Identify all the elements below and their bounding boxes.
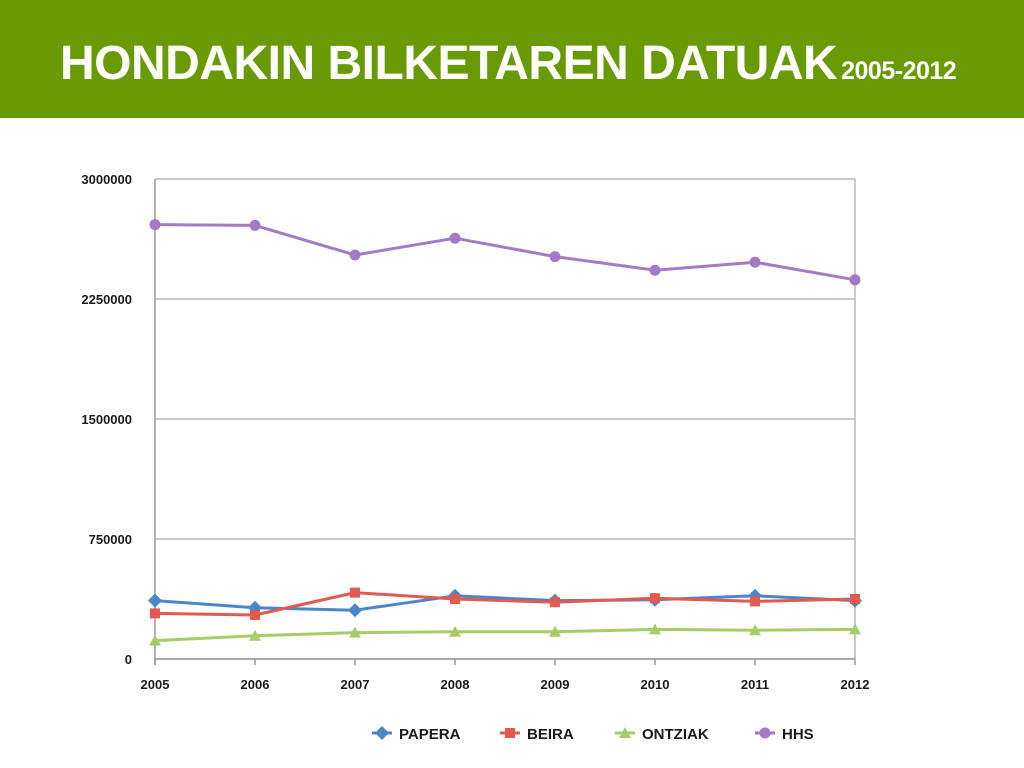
data-point-beira (550, 597, 560, 608)
x-tick-label: 2006 (241, 677, 270, 692)
x-tick-label: 2005 (141, 677, 170, 692)
legend-label-beira: BEIRA (527, 726, 574, 743)
data-point-hhs (449, 232, 461, 244)
data-point-beira (150, 608, 160, 619)
data-point-beira (650, 593, 660, 604)
legend-label-hhs: HHS (782, 726, 814, 743)
x-tick-label: 2010 (641, 677, 670, 692)
data-point-beira (450, 594, 460, 604)
data-point-hhs (249, 219, 261, 231)
y-tick-label: 3000000 (81, 172, 132, 187)
series-line-papera (154, 594, 856, 612)
data-point-ontziak (649, 623, 661, 635)
data-point-hhs (849, 274, 861, 286)
data-point-hhs (649, 264, 661, 276)
page-title-years: 2005-2012 (841, 57, 957, 85)
data-point-hhs (549, 251, 561, 263)
x-tick-label: 2012 (841, 677, 870, 692)
data-point-ontziak (749, 624, 761, 636)
x-tick-label: 2008 (441, 677, 470, 692)
data-point-beira (350, 587, 360, 598)
data-point-ontziak (149, 634, 161, 646)
series-line-ontziak (154, 627, 856, 643)
data-point-papera (348, 603, 362, 618)
series-line-hhs (154, 223, 856, 282)
y-tick-label: 0 (125, 652, 132, 667)
data-point-ontziak (249, 629, 261, 641)
y-tick-label: 2250000 (81, 292, 132, 307)
legend-marker-papera (375, 726, 389, 740)
legend-label-papera: PAPERA (399, 726, 461, 743)
data-point-ontziak (449, 625, 461, 637)
y-tick-label: 750000 (89, 532, 132, 547)
legend-marker-beira (505, 728, 515, 738)
x-tick-label: 2007 (341, 677, 370, 692)
legend-marker-hhs (759, 727, 771, 739)
title-bar (0, 0, 1024, 118)
page-title-text: HONDAKIN BILKETAREN DATUAK (60, 37, 838, 90)
x-tick-label: 2011 (741, 677, 769, 692)
legend-marker-ontziak (619, 727, 631, 738)
legend-label-ontziak: ONTZIAK (642, 726, 709, 743)
data-point-hhs (349, 249, 361, 261)
data-point-ontziak (549, 625, 561, 637)
data-point-beira (250, 610, 260, 620)
data-point-ontziak (349, 626, 361, 638)
x-tick-label: 2009 (541, 677, 570, 692)
data-point-ontziak (849, 623, 861, 635)
data-point-beira (750, 596, 760, 607)
data-point-beira (850, 594, 860, 604)
data-point-hhs (749, 256, 761, 268)
series-line-beira (154, 591, 856, 617)
page-title: HONDAKIN BILKETAREN DATUAK 2005-2012 (60, 36, 957, 91)
y-tick-label: 1500000 (81, 412, 132, 427)
data-point-papera (148, 593, 162, 608)
data-point-hhs (149, 219, 161, 231)
